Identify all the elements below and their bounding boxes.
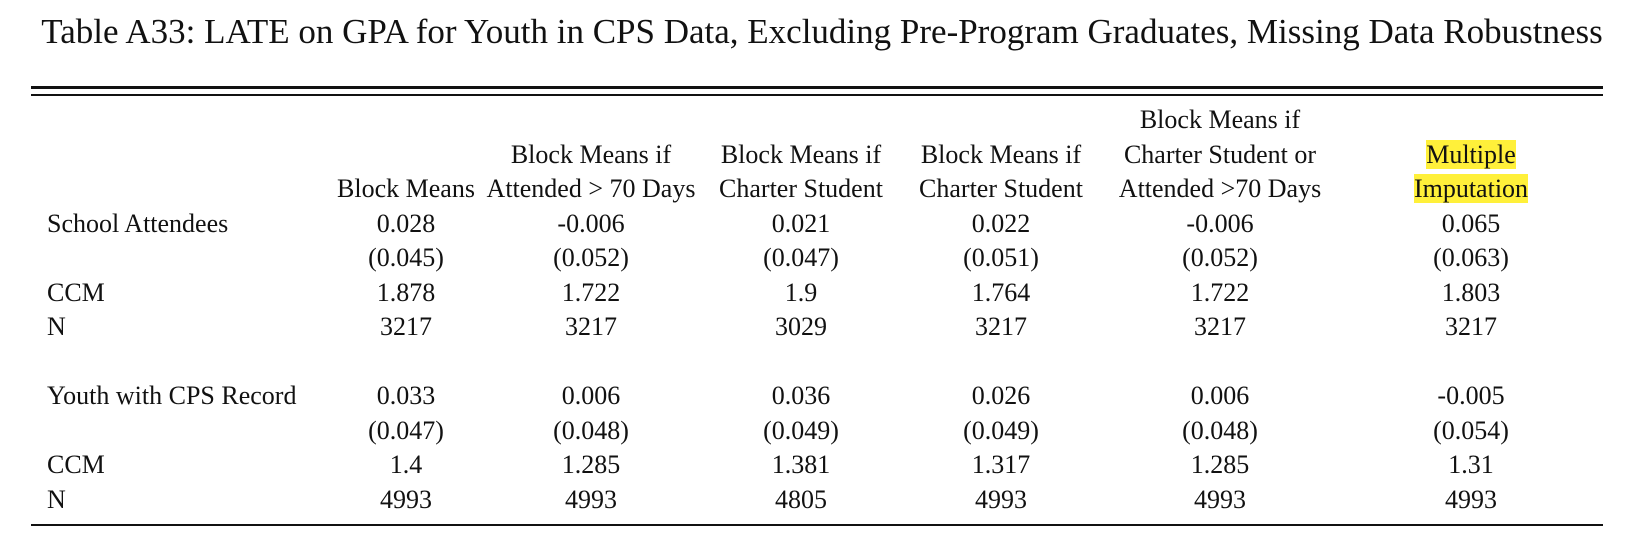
ccm-cell: 1.285: [1190, 450, 1250, 479]
table-row-ccm: CCM 1.878 1.722 1.9 1.764 1.722 1.803: [31, 276, 1603, 311]
header-stub: [31, 172, 331, 207]
header-row-3: Block Means Attended > 70 Days Charter S…: [31, 172, 1603, 207]
row-label: School Attendees: [47, 208, 229, 238]
ccm-cell: 1.722: [1190, 277, 1250, 307]
header-stub: [31, 138, 331, 173]
header-stub: [31, 103, 331, 138]
header-row-1: Block Means if: [31, 103, 1603, 138]
estimate-cell: 0.026: [971, 381, 1031, 410]
estimate-cell: 0.033: [376, 381, 436, 410]
estimate-cell: 0.006: [1190, 381, 1250, 410]
header-cell: [481, 103, 701, 138]
table-row-n: N 4993 4993 4805 4993 4993 4993: [31, 483, 1603, 518]
n-cell: 4993: [1194, 484, 1246, 514]
header-cell-highlighted: Imputation: [1339, 172, 1603, 207]
row-label: N: [47, 312, 66, 341]
ccm-cell: 1.285: [561, 450, 621, 479]
std-error-cell: (0.049): [963, 415, 1039, 445]
table-row-std-error: (0.047) (0.048) (0.049) (0.049) (0.048) …: [31, 414, 1603, 449]
estimate-cell: -0.006: [1186, 208, 1254, 238]
table-row-ccm: CCM 1.4 1.285 1.381 1.317 1.285 1.31: [31, 448, 1603, 483]
estimate-cell: 0.036: [771, 381, 831, 410]
n-cell: 3217: [1194, 312, 1246, 341]
header-cell-highlighted: Multiple: [1339, 138, 1603, 173]
std-error-cell: (0.048): [1182, 415, 1258, 445]
n-cell: 3217: [1445, 312, 1497, 341]
header-cell: [331, 103, 481, 138]
n-cell: 4993: [380, 484, 432, 514]
n-cell: 3217: [380, 312, 432, 341]
n-cell: 3217: [565, 312, 617, 341]
spacer-row: [31, 345, 1603, 380]
row-label: [31, 241, 331, 276]
row-label: CCM: [47, 277, 105, 307]
ccm-cell: 1.878: [376, 277, 436, 307]
std-error-cell: (0.052): [553, 243, 629, 272]
std-error-cell: (0.048): [553, 415, 629, 445]
header-cell: Block Means: [337, 174, 475, 203]
estimate-cell: 0.022: [971, 208, 1031, 238]
n-cell: 4805: [775, 484, 827, 514]
ccm-cell: 1.803: [1441, 277, 1501, 307]
n-cell: 3029: [775, 312, 827, 341]
header-cell: Charter Student or: [1123, 139, 1317, 169]
std-error-cell: (0.049): [763, 415, 839, 445]
n-cell: 4993: [1445, 484, 1497, 514]
std-error-cell: (0.052): [1182, 243, 1258, 272]
header-cell: [1339, 103, 1603, 138]
bottom-rule: [31, 524, 1603, 526]
n-cell: 3217: [975, 312, 1027, 341]
ccm-cell: 1.317: [971, 450, 1031, 479]
header-cell: [701, 103, 901, 138]
estimate-cell: -0.006: [557, 208, 625, 238]
highlighted-text: Imputation: [1413, 174, 1529, 203]
results-table: Block Means if Block Means if Block Mean…: [31, 103, 1603, 517]
table-row-std-error: (0.045) (0.052) (0.047) (0.051) (0.052) …: [31, 241, 1603, 276]
ccm-cell: 1.9: [784, 277, 818, 307]
ccm-cell: 1.381: [771, 450, 831, 479]
header-cell: [901, 103, 1101, 138]
estimate-cell: 0.028: [376, 208, 436, 238]
header-cell: Block Means if: [510, 139, 672, 169]
table-title: Table A33: LATE on GPA for Youth in CPS …: [41, 12, 1603, 51]
top-rule-inner: [31, 94, 1603, 96]
row-label: N: [47, 484, 66, 514]
header-cell: Block Means if: [720, 139, 882, 169]
header-cell: [331, 138, 481, 173]
header-cell: Block Means if: [920, 139, 1082, 169]
n-cell: 4993: [975, 484, 1027, 514]
std-error-cell: (0.047): [368, 415, 444, 445]
row-label: CCM: [47, 450, 105, 479]
header-cell: Attended > 70 Days: [486, 174, 696, 203]
estimate-cell: 0.021: [771, 208, 831, 238]
table-row-estimate: Youth with CPS Record 0.033 0.006 0.036 …: [31, 379, 1603, 414]
header-cell: Block Means if: [1139, 105, 1301, 134]
estimate-cell: 0.065: [1441, 208, 1501, 238]
n-cell: 4993: [565, 484, 617, 514]
header-cell: Charter Student: [919, 174, 1083, 203]
ccm-cell: 1.31: [1448, 450, 1494, 479]
highlighted-text: Multiple: [1426, 139, 1516, 169]
header-row-2: Block Means if Block Means if Block Mean…: [31, 138, 1603, 173]
ccm-cell: 1.722: [561, 277, 621, 307]
header-cell: Attended >70 Days: [1118, 174, 1322, 203]
table-row-n: N 3217 3217 3029 3217 3217 3217: [31, 310, 1603, 345]
top-rule: [31, 86, 1603, 89]
std-error-cell: (0.054): [1433, 415, 1509, 445]
row-label: [31, 414, 331, 449]
std-error-cell: (0.051): [963, 243, 1039, 272]
estimate-cell: -0.005: [1437, 381, 1505, 410]
header-cell: Charter Student: [719, 174, 883, 203]
table-row-estimate: School Attendees 0.028 -0.006 0.021 0.02…: [31, 207, 1603, 242]
row-label: Youth with CPS Record: [47, 381, 297, 410]
std-error-cell: (0.063): [1433, 243, 1509, 272]
estimate-cell: 0.006: [561, 381, 621, 410]
std-error-cell: (0.047): [763, 243, 839, 272]
ccm-cell: 1.764: [971, 277, 1031, 307]
ccm-cell: 1.4: [389, 450, 423, 479]
std-error-cell: (0.045): [368, 243, 444, 272]
